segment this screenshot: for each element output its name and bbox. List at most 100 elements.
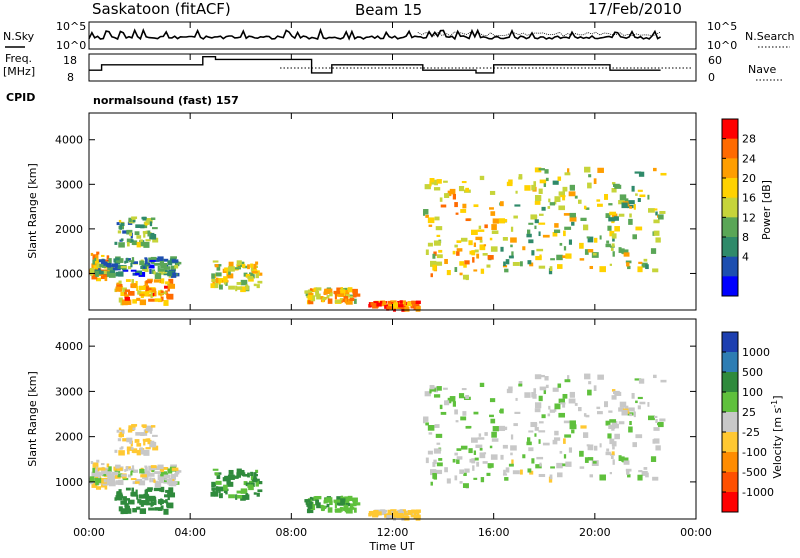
velocity-cell [236, 495, 243, 499]
power-cell [315, 287, 322, 291]
velocity-cell [583, 432, 589, 438]
power-cell [462, 203, 467, 209]
power-cell [660, 172, 667, 176]
velocity-cell [226, 481, 234, 487]
velocity-cell [126, 437, 133, 443]
power-cell [253, 283, 257, 287]
velocity-cell [116, 429, 120, 433]
power-cell [647, 194, 650, 200]
power-cell [399, 300, 403, 304]
velocity-cell [150, 425, 156, 428]
velocity-cell [131, 448, 138, 453]
power-cell [549, 202, 556, 206]
power-cell [557, 176, 562, 181]
power-cell [345, 298, 353, 305]
power-cell [652, 231, 655, 236]
power-cell [491, 230, 499, 234]
velocity-cell [160, 505, 164, 510]
power-cell [211, 273, 215, 279]
velocity-cell [124, 503, 129, 507]
power-cell [456, 248, 463, 252]
velocity-cell [425, 422, 429, 426]
power-cell [460, 209, 467, 213]
power-cell [631, 185, 635, 192]
power-cell [139, 260, 145, 266]
velocity-cell [352, 497, 358, 503]
velocity-cell [612, 446, 615, 450]
velocity-cell [650, 456, 657, 462]
power-cell [539, 254, 542, 259]
power-cell [489, 237, 493, 241]
velocity-cell [626, 470, 630, 475]
velocity-cell [461, 388, 467, 391]
velocity-cbar-tick-label: -1000 [742, 486, 774, 499]
velocity-cell [145, 429, 148, 434]
velocity-cell [327, 507, 333, 513]
power-cell [130, 239, 134, 242]
power-cell [565, 253, 572, 259]
power-cell [114, 241, 118, 245]
velocity-cell [308, 508, 314, 514]
velocity-cell [142, 424, 147, 429]
velocity-cell [447, 397, 452, 404]
velocity-cell [243, 481, 248, 486]
power-cell [124, 289, 131, 292]
velocity-cell [428, 432, 433, 435]
power-cell [522, 246, 526, 251]
power-cell [327, 298, 333, 304]
power-cell [147, 290, 150, 296]
power-cell [175, 261, 182, 265]
power-cell [607, 225, 612, 231]
power-cell [162, 258, 169, 262]
velocity-cell [443, 387, 448, 390]
velocity-cell [569, 420, 576, 425]
power-cell [308, 292, 313, 296]
power-cell [130, 261, 136, 265]
velocity-cbar-swatch [722, 332, 738, 353]
power-cell [641, 262, 648, 268]
velocity-cell [216, 474, 221, 480]
power-cell [218, 279, 221, 285]
velocity-cell [632, 442, 637, 448]
velocity-cell [144, 489, 148, 495]
power-cell [247, 264, 250, 270]
y-tick-label: 4000 [55, 340, 83, 353]
power-cell [583, 224, 589, 231]
velocity-cell [144, 472, 150, 476]
velocity-cell [583, 413, 587, 417]
velocity-cell [608, 424, 616, 430]
velocity-cell [235, 494, 238, 500]
power-cell [533, 181, 537, 187]
velocity-cell [101, 474, 107, 477]
y-tick-label: 3000 [55, 385, 83, 398]
power-cell [653, 167, 657, 172]
power-cell [500, 201, 504, 207]
velocity-cell [599, 474, 606, 481]
power-cell [145, 239, 151, 242]
power-cell [539, 179, 547, 184]
velocity-cell [404, 515, 410, 521]
power-colorbar: 28 24 20 16 12 8 4 [721, 118, 756, 297]
velocity-cell [556, 462, 563, 469]
velocity-cell [164, 478, 168, 481]
velocity-cell [586, 444, 590, 447]
frequency-line [89, 56, 661, 74]
power-cell [653, 208, 658, 211]
power-cell [368, 304, 372, 308]
power-cell [510, 244, 513, 248]
velocity-cell [531, 458, 535, 464]
velocity-cell [527, 468, 532, 473]
power-cell [164, 269, 168, 273]
power-cell [149, 259, 156, 262]
velocity-cell [133, 469, 139, 473]
power-cell [136, 285, 139, 292]
power-cell [567, 168, 570, 173]
velocity-cell [131, 465, 135, 471]
velocity-cell [131, 424, 138, 427]
velocity-cell [100, 463, 105, 466]
power-cell [449, 188, 456, 195]
power-cell [310, 295, 316, 302]
velocity-cell [483, 452, 487, 455]
velocity-cell [166, 502, 174, 509]
velocity-cell [159, 476, 165, 481]
